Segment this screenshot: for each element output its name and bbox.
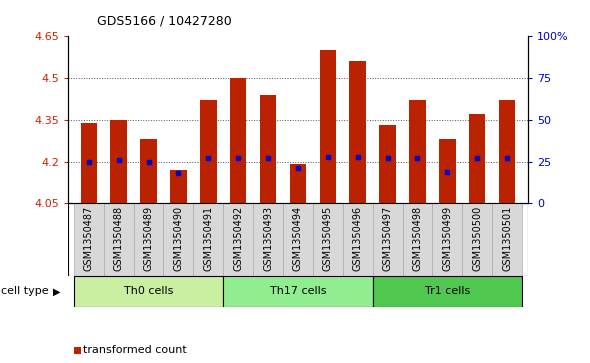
- Bar: [170, 170, 186, 203]
- FancyBboxPatch shape: [343, 203, 373, 276]
- Text: GSM1350497: GSM1350497: [382, 205, 392, 271]
- FancyBboxPatch shape: [463, 203, 492, 276]
- FancyBboxPatch shape: [432, 203, 463, 276]
- Text: GSM1350494: GSM1350494: [293, 205, 303, 271]
- FancyBboxPatch shape: [223, 203, 253, 276]
- Bar: [469, 114, 486, 203]
- Bar: [379, 125, 396, 203]
- Text: Th0 cells: Th0 cells: [124, 286, 173, 296]
- Bar: [260, 95, 276, 203]
- Text: GSM1350500: GSM1350500: [472, 205, 482, 271]
- Text: GDS5166 / 10427280: GDS5166 / 10427280: [97, 14, 232, 27]
- Text: ▶: ▶: [53, 286, 61, 296]
- Bar: [81, 123, 97, 203]
- Bar: [320, 50, 336, 203]
- Text: GSM1350496: GSM1350496: [353, 205, 363, 271]
- Text: GSM1350493: GSM1350493: [263, 205, 273, 271]
- FancyBboxPatch shape: [74, 203, 104, 276]
- Bar: [140, 139, 157, 203]
- FancyBboxPatch shape: [313, 203, 343, 276]
- Text: Tr1 cells: Tr1 cells: [425, 286, 470, 296]
- Bar: [439, 139, 455, 203]
- Bar: [200, 100, 217, 203]
- Bar: [373, 276, 522, 307]
- FancyBboxPatch shape: [283, 203, 313, 276]
- Bar: [230, 78, 247, 203]
- Bar: [349, 61, 366, 203]
- Text: GSM1350491: GSM1350491: [204, 205, 214, 271]
- FancyBboxPatch shape: [253, 203, 283, 276]
- Text: transformed count: transformed count: [83, 345, 187, 355]
- Text: GSM1350489: GSM1350489: [143, 205, 153, 271]
- Text: GSM1350498: GSM1350498: [412, 205, 422, 271]
- Text: GSM1350490: GSM1350490: [173, 205, 183, 271]
- FancyBboxPatch shape: [492, 203, 522, 276]
- Text: cell type: cell type: [1, 286, 49, 296]
- Text: GSM1350499: GSM1350499: [442, 205, 453, 271]
- FancyBboxPatch shape: [402, 203, 432, 276]
- Bar: [74, 276, 223, 307]
- Text: GSM1350492: GSM1350492: [233, 205, 243, 271]
- FancyBboxPatch shape: [163, 203, 194, 276]
- FancyBboxPatch shape: [133, 203, 163, 276]
- Bar: [290, 164, 306, 203]
- Bar: [223, 276, 373, 307]
- Text: GSM1350488: GSM1350488: [114, 205, 124, 271]
- Text: GSM1350487: GSM1350487: [84, 205, 94, 271]
- FancyBboxPatch shape: [194, 203, 223, 276]
- FancyBboxPatch shape: [104, 203, 133, 276]
- Text: GSM1350501: GSM1350501: [502, 205, 512, 271]
- Bar: [409, 100, 426, 203]
- FancyBboxPatch shape: [373, 203, 402, 276]
- Text: GSM1350495: GSM1350495: [323, 205, 333, 271]
- Bar: [499, 100, 515, 203]
- Text: Th17 cells: Th17 cells: [270, 286, 326, 296]
- Bar: [110, 120, 127, 203]
